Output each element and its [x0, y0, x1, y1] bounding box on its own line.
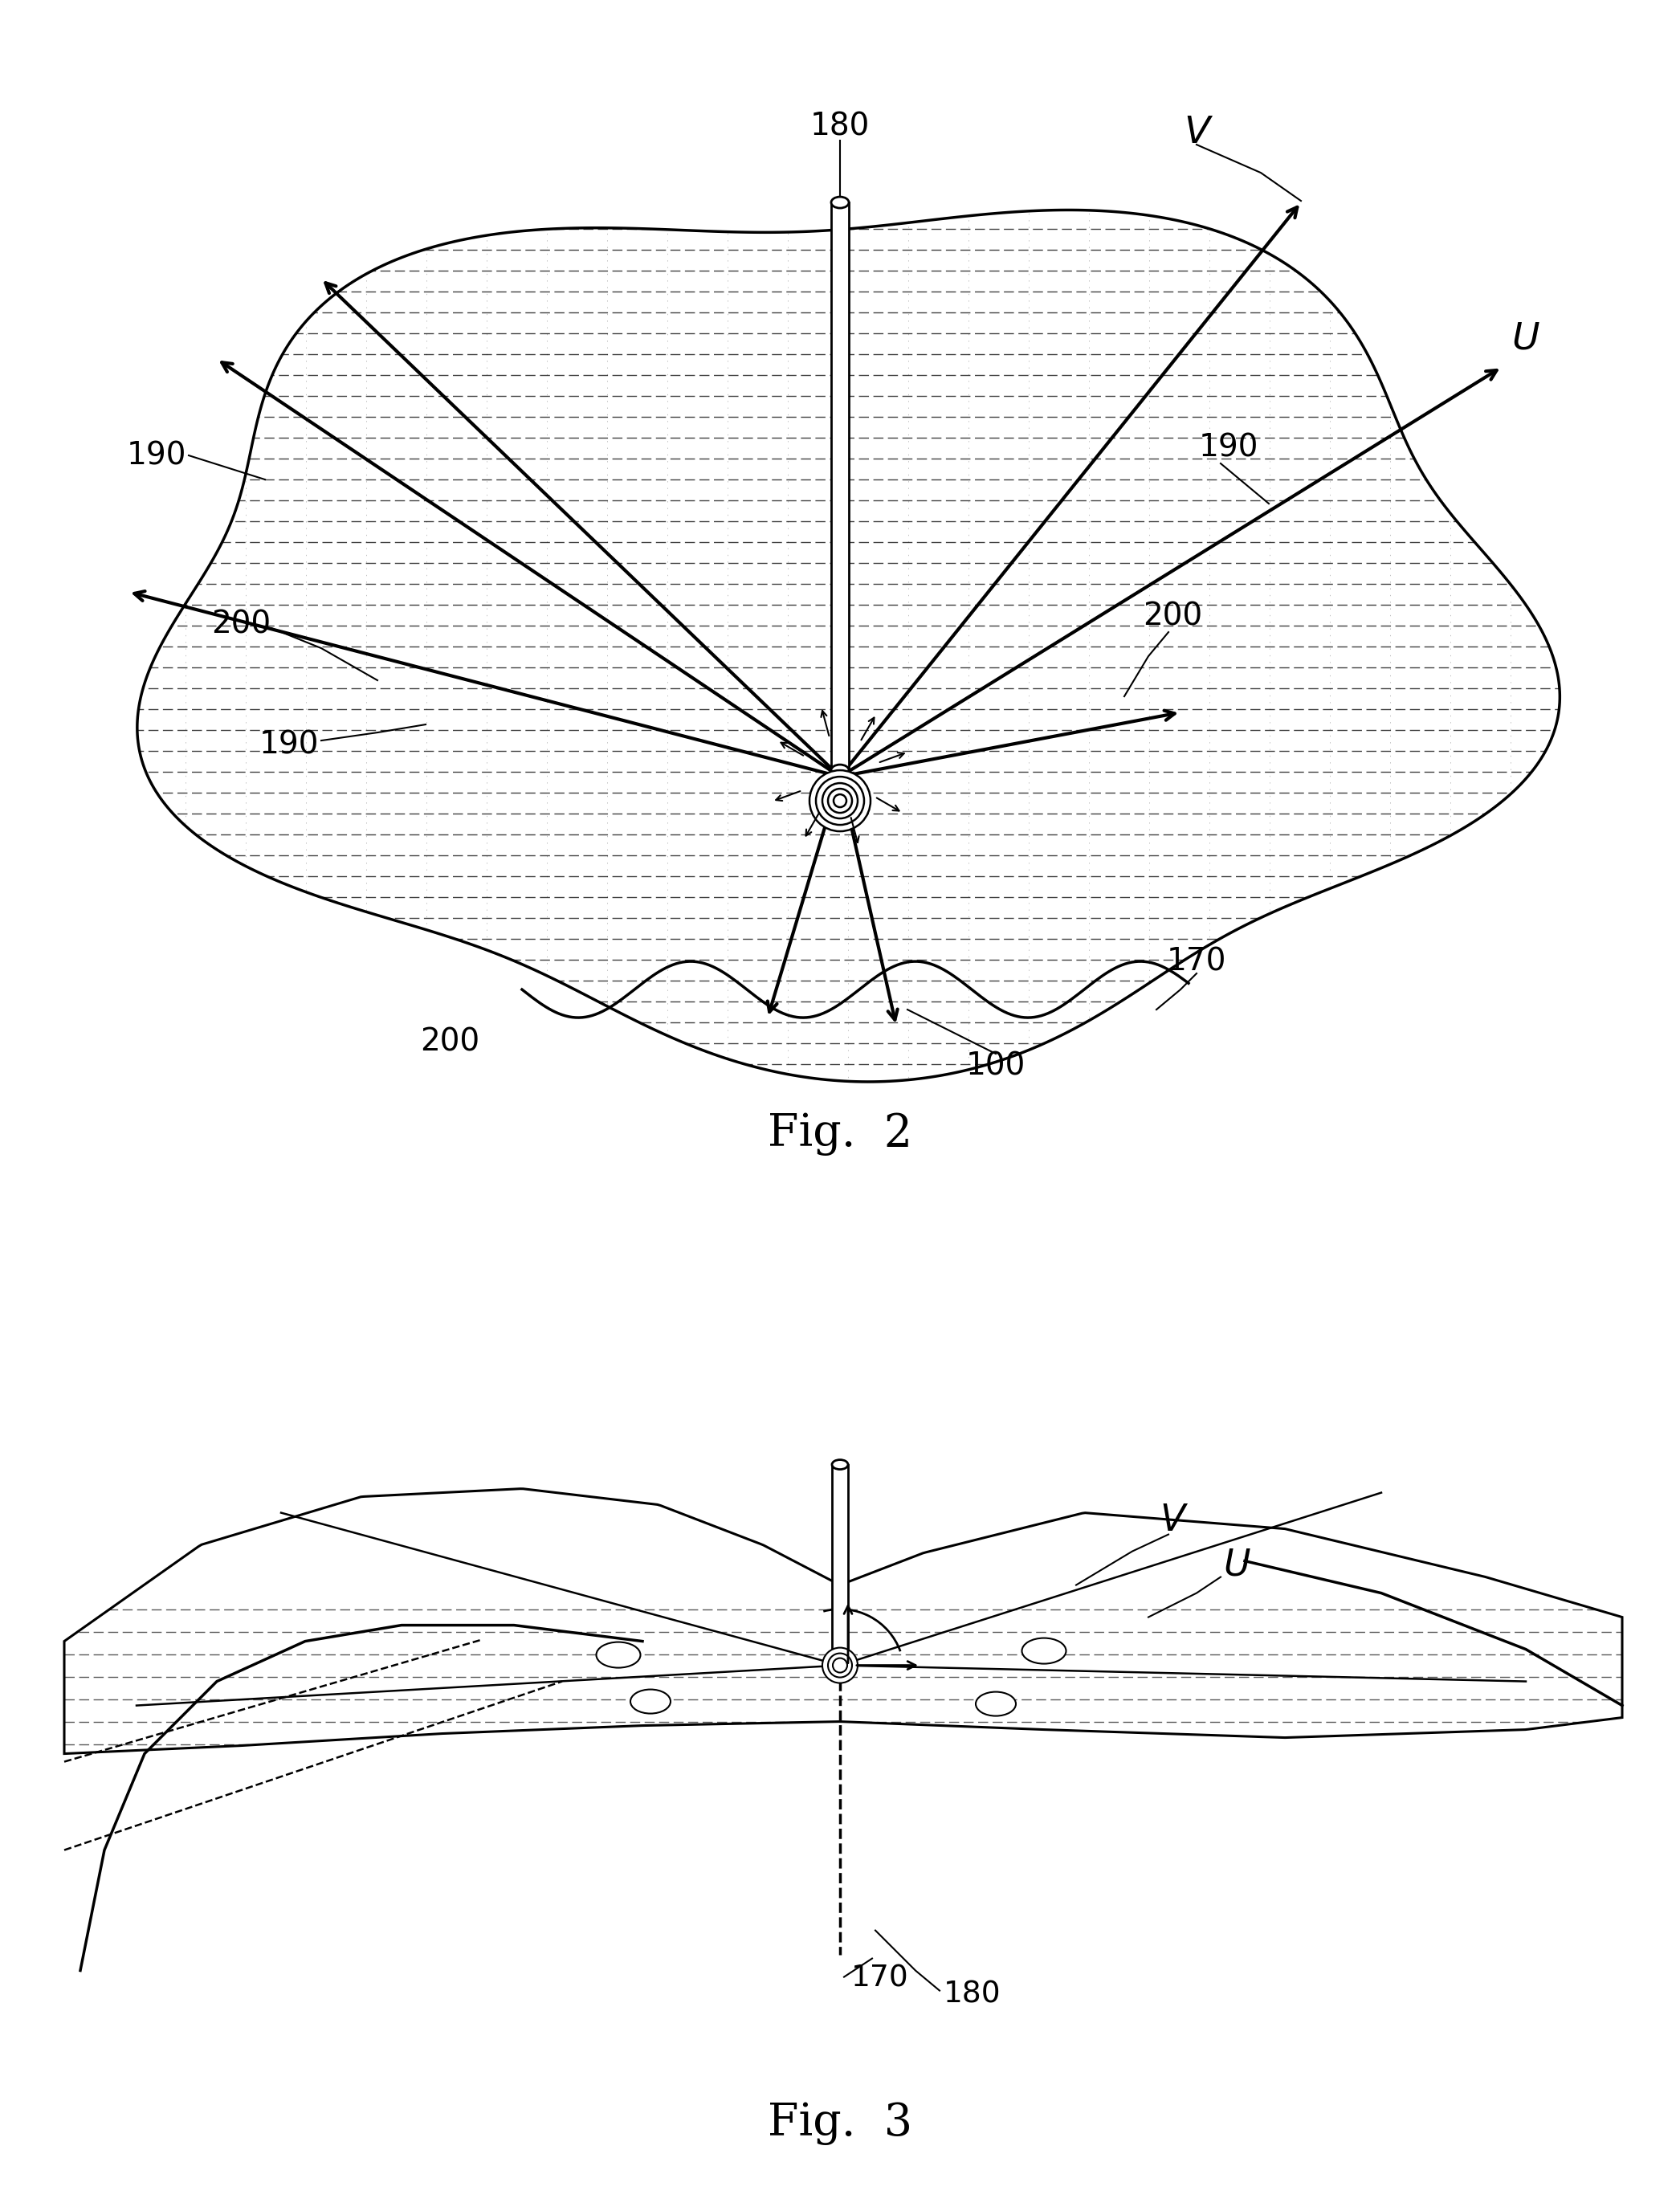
Text: 170: 170: [1166, 946, 1226, 977]
Circle shape: [816, 776, 864, 825]
Ellipse shape: [832, 1459, 848, 1470]
Polygon shape: [64, 1488, 1623, 1753]
Polygon shape: [138, 210, 1559, 1081]
Text: 190: 190: [126, 440, 186, 471]
Text: Fig.  3: Fig. 3: [768, 2100, 912, 2145]
Ellipse shape: [832, 1660, 848, 1669]
Circle shape: [810, 769, 870, 831]
Text: V: V: [1183, 115, 1210, 150]
Text: V: V: [1159, 1503, 1184, 1539]
Text: U: U: [1223, 1548, 1250, 1583]
Ellipse shape: [1021, 1638, 1067, 1663]
Text: 190: 190: [259, 730, 319, 761]
Text: 180: 180: [810, 111, 870, 142]
Text: 200: 200: [420, 1026, 479, 1057]
Text: 200: 200: [1142, 601, 1203, 632]
Ellipse shape: [596, 1643, 640, 1667]
Circle shape: [828, 789, 852, 814]
Ellipse shape: [832, 765, 848, 776]
Ellipse shape: [630, 1689, 670, 1714]
Text: 170: 170: [852, 1963, 909, 1992]
Text: 200: 200: [212, 608, 270, 639]
Circle shape: [822, 783, 858, 818]
Text: U: U: [1512, 321, 1539, 356]
Text: 180: 180: [944, 1981, 1001, 2010]
Text: 190: 190: [1200, 431, 1258, 462]
Text: Fig.  2: Fig. 2: [768, 1112, 912, 1156]
Circle shape: [828, 1654, 852, 1678]
Text: 100: 100: [966, 1050, 1026, 1081]
Circle shape: [833, 1658, 847, 1672]
Circle shape: [833, 794, 847, 807]
Ellipse shape: [976, 1691, 1016, 1716]
Ellipse shape: [832, 197, 848, 208]
Circle shape: [822, 1647, 858, 1683]
Bar: [832, 1464, 848, 1665]
Bar: [832, 203, 848, 769]
